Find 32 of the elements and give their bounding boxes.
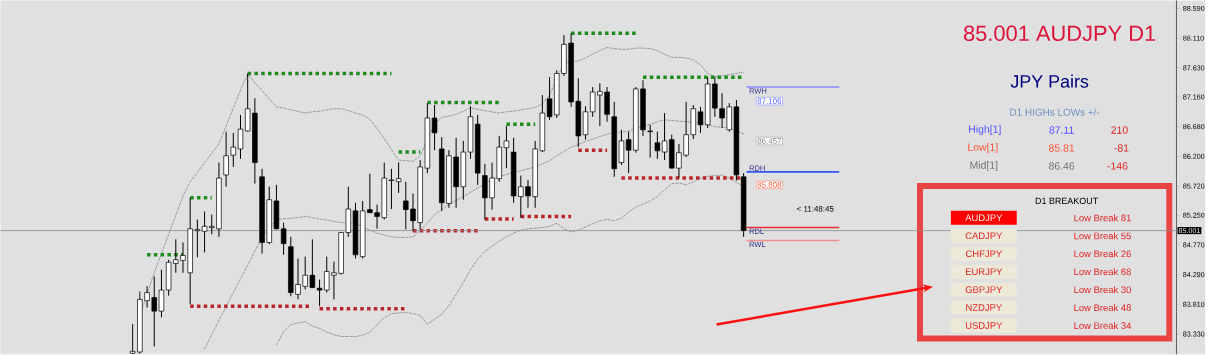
text: Low Break 81 — [1074, 214, 1131, 222]
text: CADJPY — [965, 232, 1003, 240]
text: Low Break 68 — [1074, 268, 1131, 276]
candlestick — [280, 222, 287, 256]
text: 85.001 AUDJPY D1 — [963, 25, 1156, 42]
text: CHFJPY — [965, 250, 1002, 258]
text: -81 — [1114, 144, 1129, 152]
text: D1 HIGHs LOWs +/- — [1010, 108, 1100, 116]
text: 210 — [1111, 126, 1128, 134]
text: EURJPY — [965, 268, 1003, 276]
text: -146 — [1107, 162, 1128, 170]
text: AUDJPY — [965, 214, 1003, 222]
text: 86.46 — [1049, 162, 1075, 170]
candlestick — [647, 124, 653, 159]
text: GBPJPY — [965, 286, 1003, 294]
text: Low Break 48 — [1074, 304, 1131, 312]
candlestick — [395, 162, 402, 194]
candlestick — [654, 131, 661, 160]
text: 85.81 — [1049, 144, 1075, 152]
text: Low[1] — [968, 143, 998, 153]
text: Low Break 55 — [1074, 232, 1131, 240]
text: NZDJPY — [966, 304, 1002, 311]
text: High[1] — [969, 125, 1001, 135]
text: D1 BREAKOUT — [1035, 197, 1098, 205]
text: 87.11 — [1049, 126, 1074, 134]
text: Mid[1] — [970, 161, 998, 171]
candlestick — [431, 104, 438, 151]
text: JPY Pairs — [1010, 74, 1089, 88]
text: USDJPY — [965, 322, 1003, 329]
text: Low Break 26 — [1074, 250, 1131, 258]
text: Low Break 34 — [1074, 322, 1132, 330]
text: Low Break 30 — [1074, 286, 1131, 294]
